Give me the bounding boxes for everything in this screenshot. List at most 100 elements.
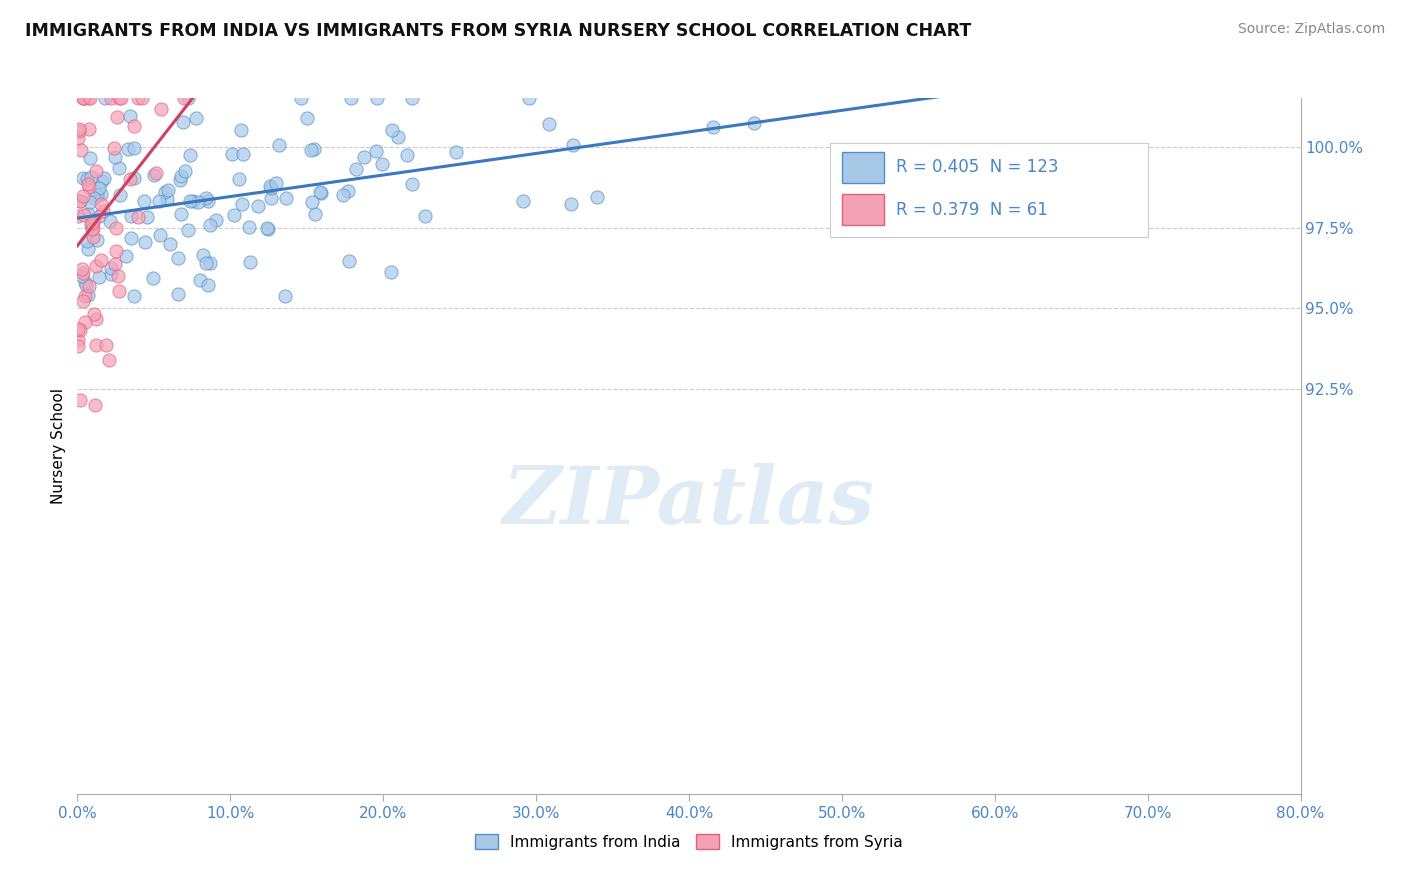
Point	[120, 230, 142, 244]
Point	[221, 146, 243, 161]
Legend: Immigrants from India, Immigrants from Syria: Immigrants from India, Immigrants from S…	[470, 828, 908, 855]
Point	[205, 213, 228, 227]
Point	[105, 110, 128, 124]
Point	[238, 219, 260, 234]
Point	[301, 194, 323, 209]
Point	[67, 123, 90, 137]
Point	[159, 237, 181, 252]
Point	[401, 177, 423, 191]
Point	[134, 235, 156, 249]
Point	[77, 91, 100, 105]
Point	[222, 208, 245, 222]
Point	[90, 197, 112, 211]
Point	[72, 189, 94, 203]
Point	[86, 187, 108, 202]
Point	[173, 91, 195, 105]
Point	[67, 333, 90, 347]
Point	[742, 116, 765, 130]
Point	[371, 157, 394, 171]
Point	[197, 194, 219, 208]
Point	[127, 91, 149, 105]
Point	[82, 221, 104, 235]
Point	[83, 213, 105, 227]
Point	[560, 197, 582, 211]
Point	[75, 275, 97, 289]
Point	[148, 194, 170, 208]
Point	[97, 352, 120, 367]
Point	[387, 130, 409, 145]
Point	[70, 143, 93, 157]
Point	[93, 91, 115, 105]
Point	[336, 184, 359, 198]
Point	[229, 122, 252, 136]
Point	[339, 253, 361, 268]
Point	[72, 91, 94, 105]
Point	[82, 222, 104, 236]
Point	[90, 253, 112, 268]
Point	[259, 179, 281, 194]
Point	[77, 207, 100, 221]
Point	[120, 209, 142, 223]
Point	[69, 194, 91, 208]
Point	[90, 186, 112, 201]
Point	[167, 286, 190, 301]
Point	[179, 194, 201, 208]
Point	[91, 203, 114, 218]
Point	[295, 111, 318, 125]
Point	[75, 289, 97, 303]
Point	[122, 141, 145, 155]
Point	[77, 177, 100, 191]
Point	[344, 161, 367, 176]
Point	[70, 261, 93, 276]
Point	[157, 183, 180, 197]
Point	[93, 170, 115, 185]
Point	[67, 122, 90, 136]
Point	[103, 141, 125, 155]
Point	[274, 288, 297, 302]
Point	[107, 91, 129, 105]
Point	[87, 209, 110, 223]
Point	[381, 123, 404, 137]
Point	[79, 91, 101, 105]
Point	[239, 255, 262, 269]
Point	[131, 91, 153, 105]
Point	[340, 91, 363, 105]
Point	[149, 228, 172, 243]
Point	[67, 131, 90, 145]
Point	[122, 120, 145, 134]
Point	[100, 267, 122, 281]
Point	[84, 260, 107, 274]
Y-axis label: Nursery School: Nursery School	[51, 388, 66, 504]
Point	[246, 199, 269, 213]
Point	[79, 151, 101, 165]
Point	[193, 247, 215, 261]
Point	[332, 188, 354, 202]
Point	[353, 149, 375, 163]
Point	[67, 209, 90, 223]
Point	[228, 172, 250, 186]
Point	[83, 191, 105, 205]
Point	[84, 338, 107, 352]
Point	[73, 208, 96, 222]
Point	[194, 191, 217, 205]
Point	[304, 207, 326, 221]
Point	[84, 164, 107, 178]
Point	[366, 145, 388, 159]
Point	[69, 323, 91, 337]
Point	[195, 256, 218, 270]
Point	[87, 269, 110, 284]
Point	[89, 181, 111, 195]
Point	[561, 138, 583, 153]
Point	[72, 91, 94, 105]
Point	[69, 194, 91, 208]
Point	[401, 91, 423, 105]
Point	[67, 338, 90, 352]
Point	[702, 120, 724, 134]
Point	[82, 229, 104, 244]
Point	[187, 194, 209, 209]
Point	[72, 294, 94, 309]
Point	[155, 185, 177, 199]
Point	[181, 194, 204, 208]
Point	[77, 180, 100, 194]
Point	[110, 187, 132, 202]
